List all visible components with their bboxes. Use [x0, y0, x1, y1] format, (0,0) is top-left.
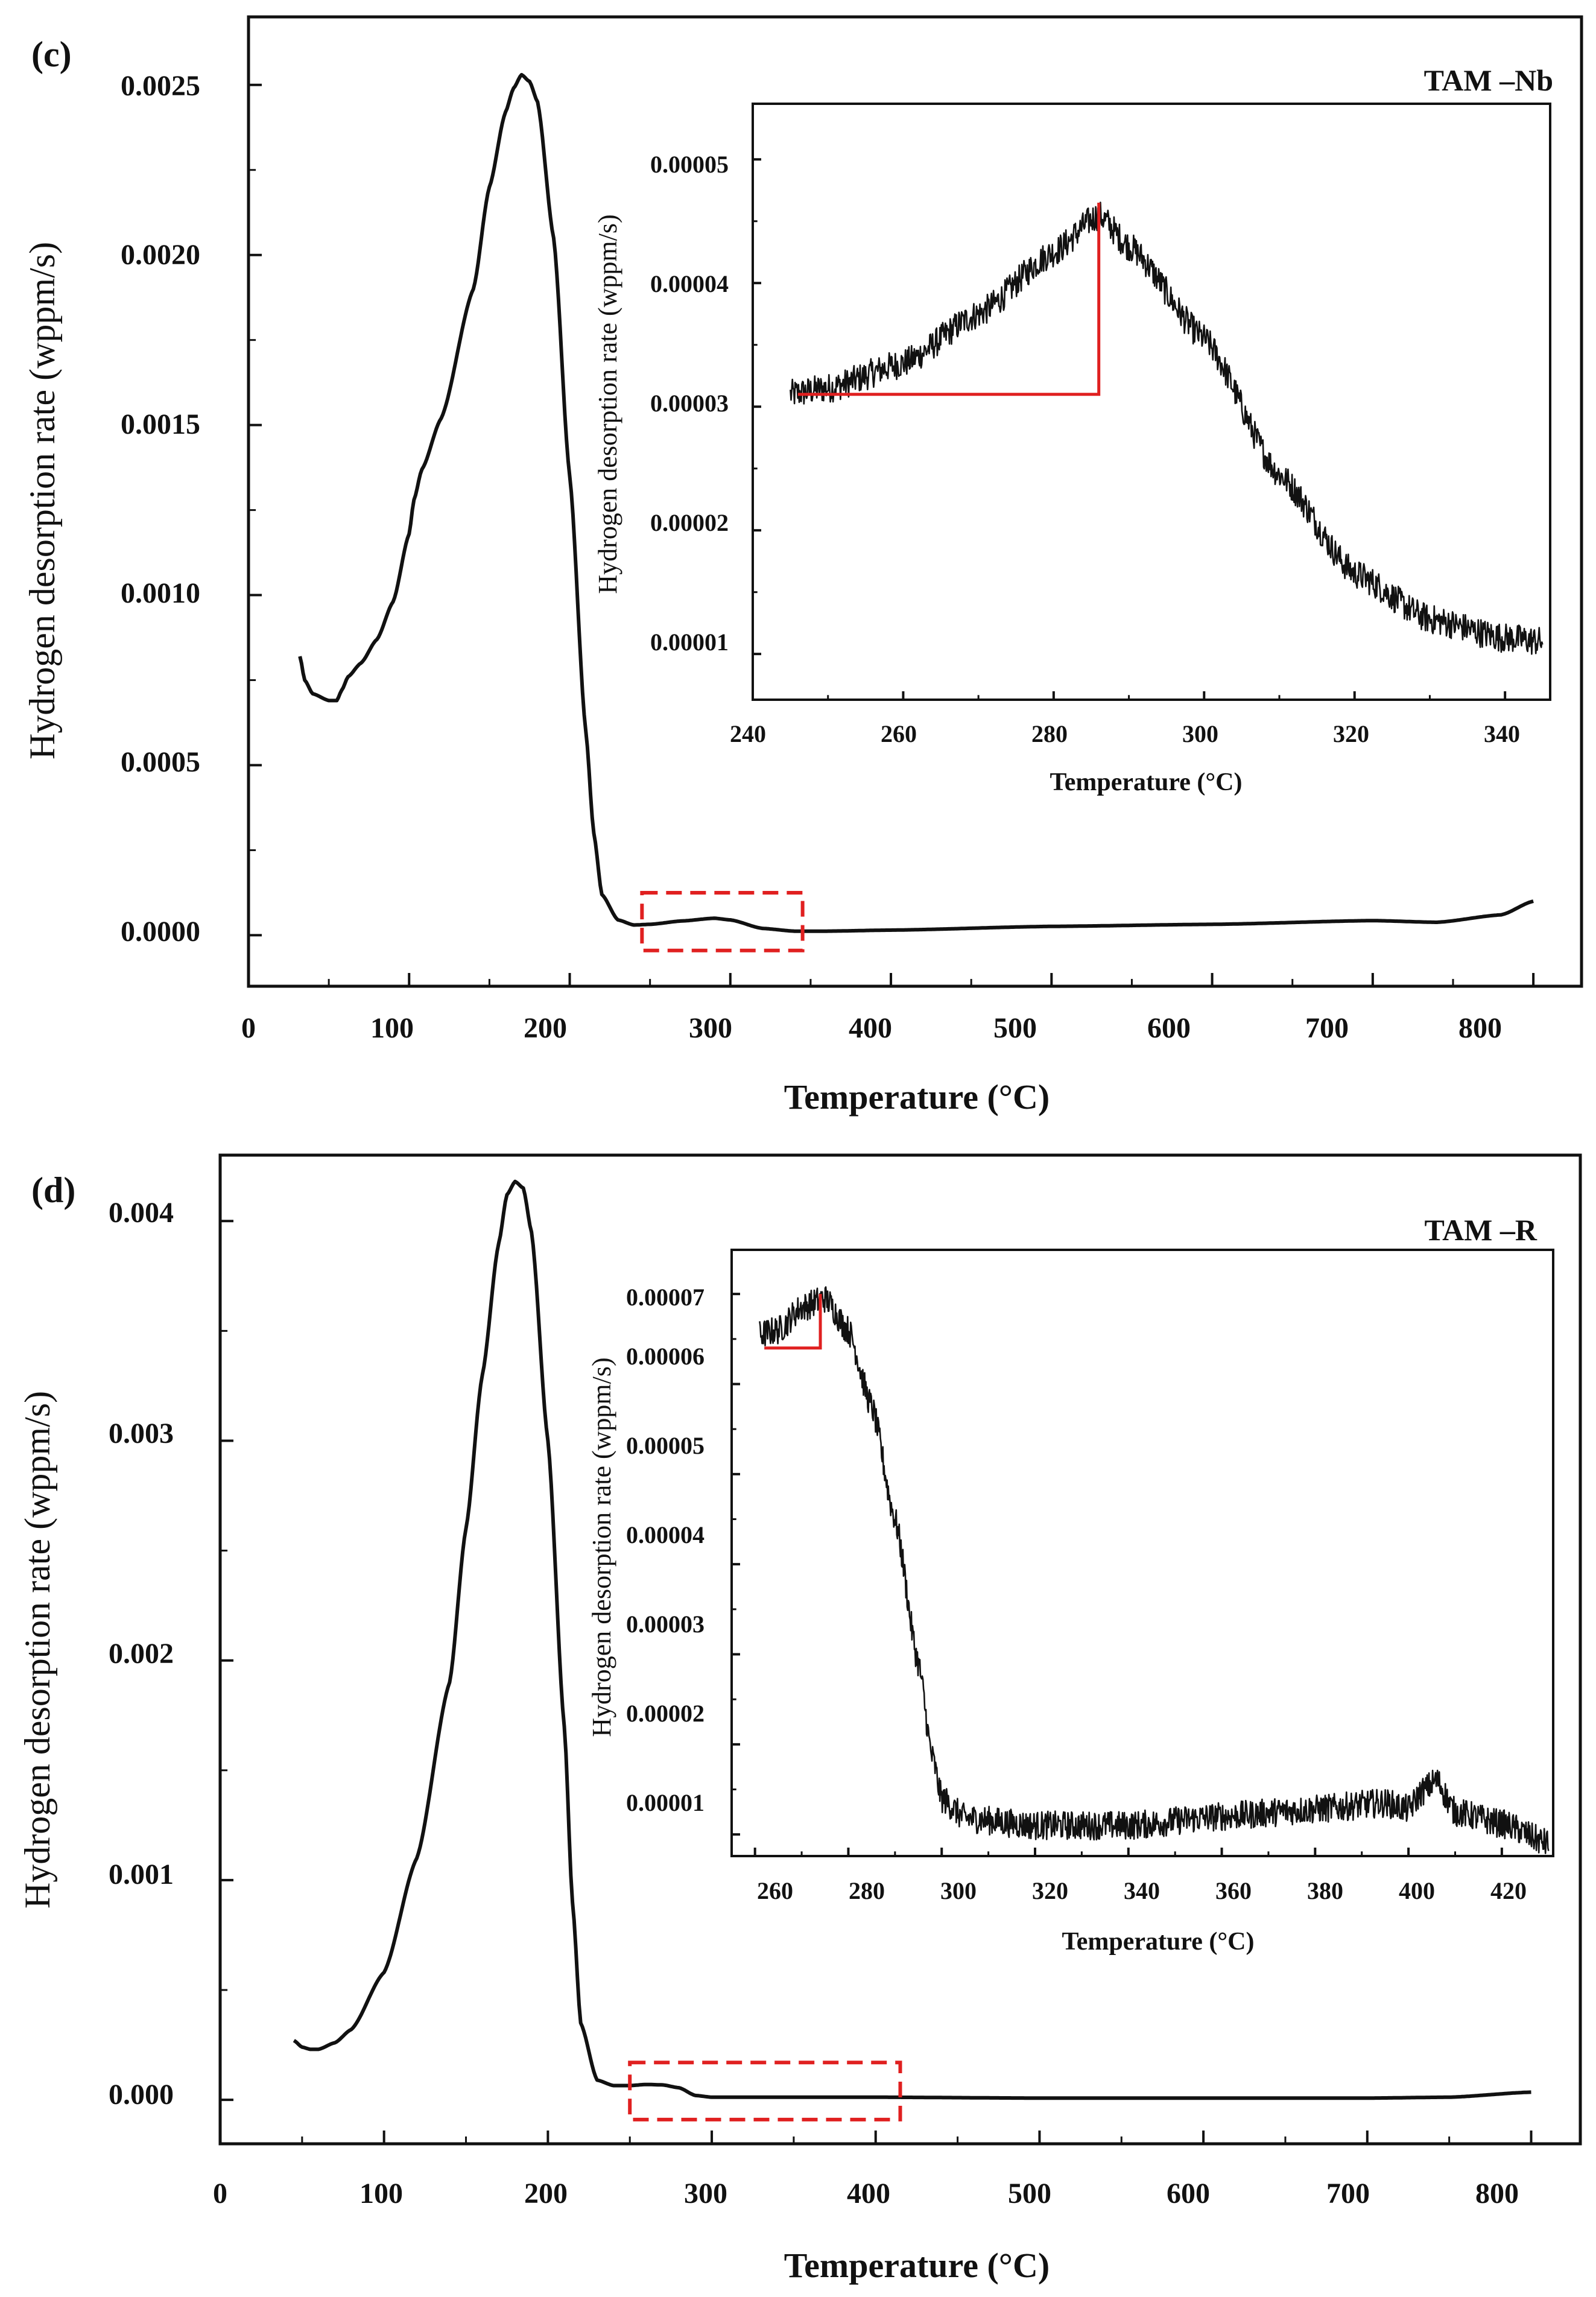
y-tick-label: 0.0020 — [121, 239, 200, 271]
panel-d: (d) 0.000 0.001 0.002 0.003 0.004 0 100 … — [17, 1153, 1582, 2285]
zoom-region-box — [640, 890, 805, 952]
panel-c: (c) 0.0000 0.0005 0.0010 0.0015 0.0020 0… — [22, 15, 1583, 1117]
inset-x-tick-label: 300 — [1182, 720, 1218, 747]
inset-y-tick-label: 0.00005 — [650, 151, 729, 178]
x-tick-label: 300 — [684, 2178, 727, 2210]
c-inset-x-ticks: 240 260 280 300 320 340 — [730, 720, 1520, 747]
c-main-plot-area — [247, 72, 1535, 986]
zoom-region-box — [628, 2061, 902, 2121]
x-tick-label: 0 — [213, 2178, 227, 2210]
c-main-y-title: Hydrogen desorption rate (wppm/s) — [22, 242, 62, 759]
y-tick-label: 0.002 — [109, 1638, 174, 1670]
x-tick-label: 500 — [1008, 2178, 1051, 2210]
x-tick-label: 400 — [847, 2178, 890, 2210]
y-tick-label: 0.003 — [109, 1418, 174, 1449]
x-tick-label: 100 — [370, 1012, 414, 1044]
y-tick-label: 0.0010 — [121, 577, 200, 609]
inset-y-tick-label: 0.00001 — [650, 629, 729, 656]
inset-x-tick-label: 320 — [1333, 720, 1369, 747]
inset-x-tick-label: 260 — [881, 720, 917, 747]
x-tick-label: 200 — [524, 1012, 567, 1044]
y-tick-label: 0.000 — [109, 2079, 174, 2111]
c-sample-label: TAM –Nb — [1424, 63, 1553, 97]
y-tick-label: 0.0005 — [121, 746, 200, 778]
inset-x-tick-label: 340 — [1124, 1877, 1160, 1904]
c-main-y-ticks: 0.0000 0.0005 0.0010 0.0015 0.0020 0.002… — [121, 70, 200, 948]
inset-x-tick-label: 260 — [757, 1877, 793, 1904]
inset-x-tick-label: 400 — [1399, 1877, 1435, 1904]
inset-x-tick-label: 240 — [730, 720, 766, 747]
y-tick-label: 0.001 — [109, 1858, 174, 1890]
c-main-x-title: Temperature (°C) — [784, 1077, 1050, 1117]
d-main-frame — [218, 1153, 1582, 2146]
inset-y-tick-label: 0.00005 — [626, 1432, 705, 1459]
x-tick-label: 100 — [359, 2178, 403, 2210]
x-tick-label: 600 — [1147, 1012, 1191, 1044]
x-tick-label: 400 — [849, 1012, 892, 1044]
c-main-frame — [247, 15, 1583, 988]
inset-y-tick-label: 0.00003 — [650, 390, 729, 417]
d-inset-y-title: Hydrogen desorption rate (wppm/s) — [587, 1357, 616, 1737]
peak-height-marker — [764, 1294, 822, 1350]
data-series-line — [759, 1286, 1550, 1854]
inset-x-tick-label: 300 — [940, 1877, 977, 1904]
y-tick-label: 0.0000 — [121, 916, 200, 948]
x-tick-label: 600 — [1167, 2178, 1210, 2210]
data-series-line — [293, 1179, 1531, 2100]
inset-y-tick-label: 0.00002 — [650, 509, 729, 536]
d-main-y-title: Hydrogen desorption rate (wppm/s) — [17, 1391, 57, 1909]
c-inset-plot-area — [752, 158, 1544, 700]
c-inset-y-ticks: 0.00001 0.00002 0.00003 0.00004 0.00005 — [650, 151, 729, 656]
y-tick-label: 0.004 — [109, 1197, 174, 1229]
x-tick-label: 0 — [241, 1012, 256, 1044]
panel-label-c: (c) — [31, 34, 72, 74]
d-inset-frame — [730, 1249, 1554, 1857]
inset-y-tick-label: 0.00007 — [626, 1284, 705, 1311]
inset-y-tick-label: 0.00003 — [626, 1611, 705, 1638]
d-main-x-ticks: 0 100 200 300 400 500 600 700 800 — [213, 2178, 1519, 2210]
inset-x-tick-label: 320 — [1032, 1877, 1068, 1904]
c-inset-x-title: Temperature (°C) — [1050, 768, 1243, 796]
inset-x-tick-label: 420 — [1490, 1877, 1527, 1904]
x-tick-label: 800 — [1458, 1012, 1502, 1044]
d-inset-x-title: Temperature (°C) — [1062, 1928, 1255, 1956]
d-main-plot-area — [219, 1179, 1533, 2144]
c-inset-y-title: Hydrogen desorption rate (wppm/s) — [593, 214, 622, 594]
inset-x-tick-label: 360 — [1215, 1877, 1252, 1904]
inset-y-tick-label: 0.00001 — [626, 1789, 705, 1816]
x-tick-label: 800 — [1475, 2178, 1519, 2210]
peak-height-marker — [797, 202, 1101, 396]
inset-y-tick-label: 0.00006 — [626, 1343, 705, 1370]
d-inset-x-ticks: 260 280 300 320 340 360 380 400 420 — [757, 1877, 1527, 1904]
data-series-line — [298, 72, 1534, 933]
inset-x-tick-label: 340 — [1484, 720, 1520, 747]
x-tick-label: 700 — [1326, 2178, 1370, 2210]
d-main-y-ticks: 0.000 0.001 0.002 0.003 0.004 — [109, 1197, 174, 2111]
data-series-line — [790, 201, 1544, 655]
inset-y-tick-label: 0.00004 — [626, 1521, 705, 1548]
d-inset-y-ticks: 0.00001 0.00002 0.00003 0.00004 0.00005 … — [626, 1284, 705, 1816]
c-main-x-ticks: 0 100 200 300 400 500 600 700 800 — [241, 1012, 1502, 1044]
inset-x-tick-label: 280 — [1031, 720, 1068, 747]
x-tick-label: 200 — [524, 2178, 568, 2210]
c-inset-frame — [752, 103, 1551, 701]
x-tick-label: 700 — [1305, 1012, 1349, 1044]
d-main-x-title: Temperature (°C) — [784, 2246, 1050, 2285]
inset-x-tick-label: 380 — [1307, 1877, 1343, 1904]
inset-y-tick-label: 0.00002 — [626, 1700, 705, 1727]
d-inset-plot-area — [732, 1286, 1550, 1856]
inset-x-tick-label: 280 — [849, 1877, 885, 1904]
y-tick-label: 0.0015 — [121, 408, 200, 440]
d-sample-label: TAM –R — [1424, 1213, 1537, 1247]
inset-y-tick-label: 0.00004 — [650, 270, 729, 297]
panel-label-d: (d) — [31, 1170, 75, 1210]
x-tick-label: 300 — [689, 1012, 732, 1044]
x-tick-label: 500 — [993, 1012, 1037, 1044]
y-tick-label: 0.0025 — [121, 70, 200, 102]
